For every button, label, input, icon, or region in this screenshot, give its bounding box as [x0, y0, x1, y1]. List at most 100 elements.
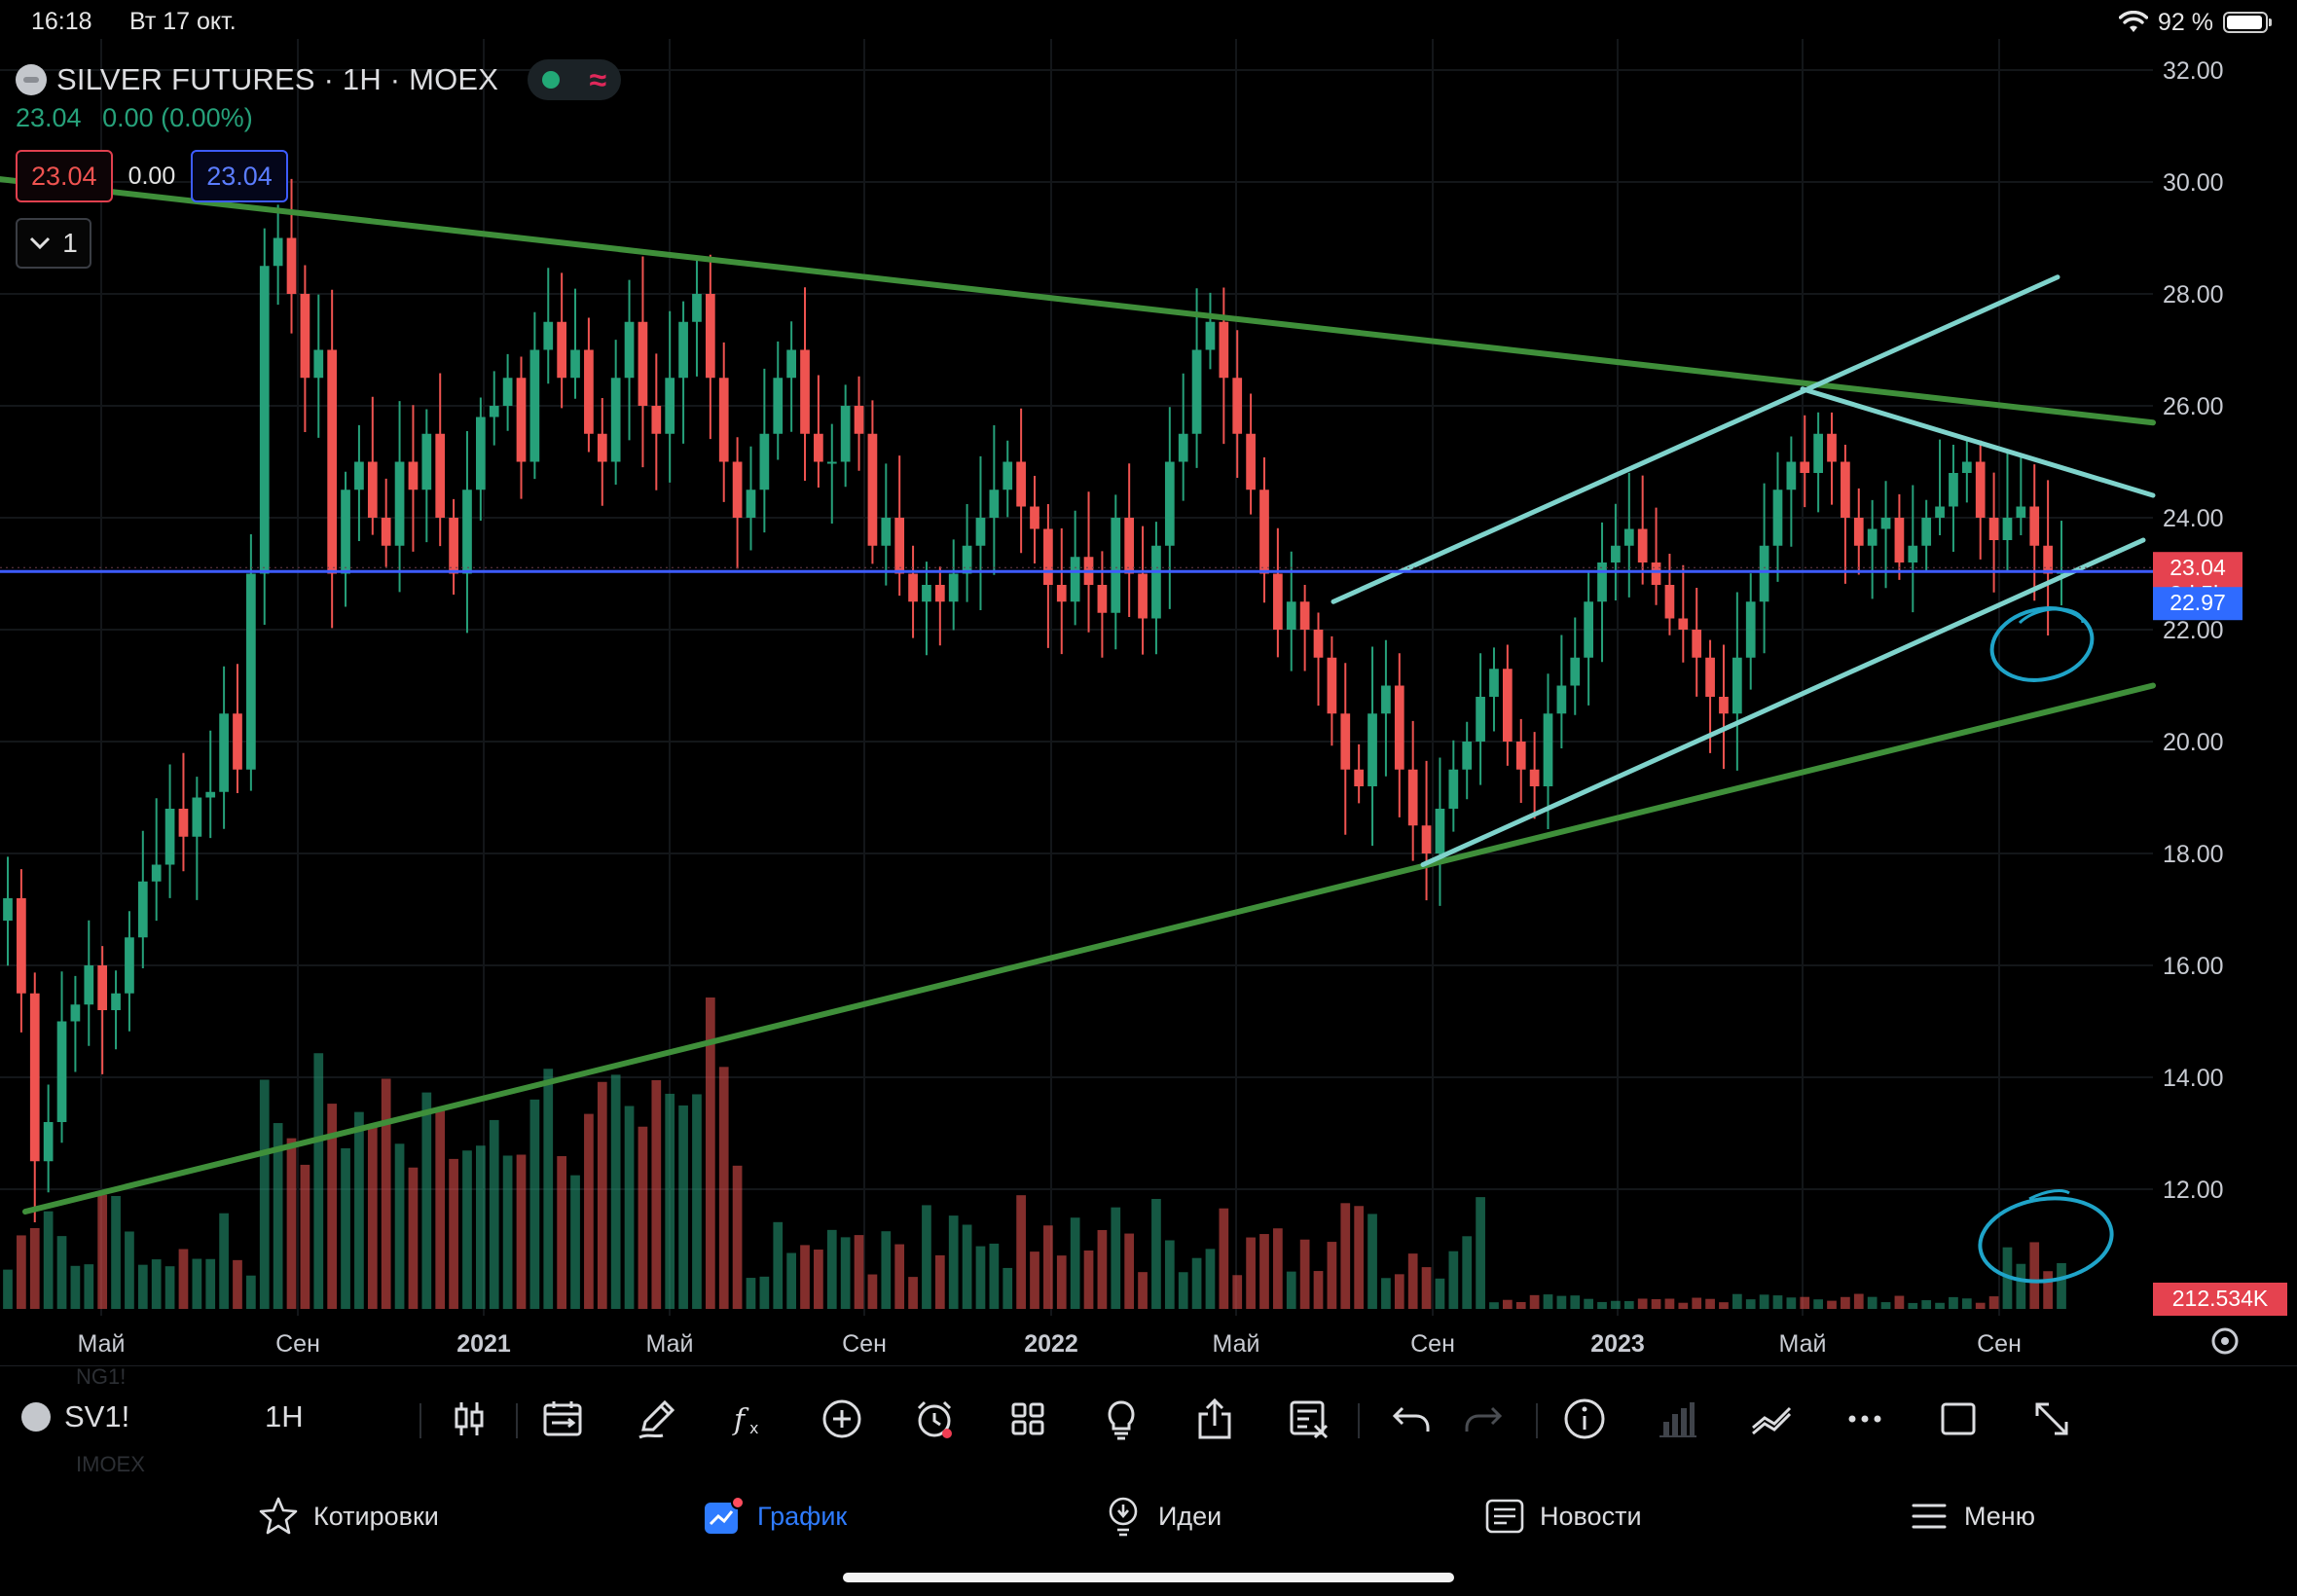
channel-lower-line [1420, 537, 2146, 867]
nav-quotes[interactable]: Котировки [257, 1495, 439, 1538]
candle [313, 349, 324, 379]
volume-bar [989, 1243, 1000, 1309]
volume-bar [70, 1265, 81, 1309]
candle [1246, 433, 1256, 490]
x-tick-label: Май [1213, 1330, 1260, 1358]
volume-bar [1772, 1295, 1783, 1309]
volume-bar [638, 1126, 648, 1309]
buy-button[interactable]: 23.04 [191, 150, 288, 202]
candle [462, 490, 472, 574]
candle [962, 545, 972, 574]
object-tree-icon[interactable] [1281, 1392, 1335, 1446]
candle [1178, 433, 1188, 462]
volume-bar [1651, 1299, 1661, 1309]
volume-bar [1705, 1298, 1715, 1309]
volume-bar [219, 1213, 229, 1309]
chevron-down-icon [30, 236, 51, 250]
candle [665, 378, 675, 434]
volume-bar [1111, 1207, 1121, 1309]
candle [800, 349, 810, 434]
candles-icon[interactable] [442, 1392, 496, 1446]
volume-bar [313, 1053, 324, 1309]
home-indicator[interactable] [843, 1573, 1454, 1582]
current-price-tag-text: 22.97 [2169, 590, 2226, 615]
toolbar-divider [1358, 1403, 1360, 1438]
trendline-tools-icon[interactable] [1744, 1392, 1799, 1446]
volume-bar [948, 1215, 959, 1309]
y-tick-label: 28.00 [2163, 281, 2224, 308]
candle [70, 1004, 81, 1022]
wifi-icon [2119, 11, 2149, 32]
alert-clock-icon[interactable] [907, 1392, 962, 1446]
nav-news[interactable]: Новости [1483, 1495, 1642, 1538]
compare-calendar-icon[interactable] [535, 1392, 590, 1446]
volume-bar [435, 1109, 446, 1309]
nav-menu[interactable]: Меню [1908, 1495, 2035, 1538]
volume-bar [192, 1258, 202, 1309]
nav-ideas-label: Идеи [1158, 1501, 1222, 1531]
candle [164, 809, 175, 865]
volume-bar [1611, 1300, 1621, 1309]
volume-bar [1030, 1251, 1039, 1309]
candle [1164, 461, 1175, 546]
volume-profile-icon[interactable] [1651, 1392, 1705, 1446]
info-icon[interactable] [1557, 1392, 1612, 1446]
annotation-stroke [2028, 1189, 2070, 1201]
crosshair-square-icon[interactable] [1931, 1392, 1986, 1446]
candle [1637, 528, 1648, 562]
volume-bar [354, 1111, 364, 1309]
candle [1651, 562, 1661, 585]
chart-area[interactable]: 32.00 30.00 28.00 26.00 24.00 22.00 20.00 18.00… [0, 0, 2297, 1362]
share-icon[interactable] [1187, 1392, 1242, 1446]
candle [286, 237, 297, 294]
fullscreen-icon[interactable] [2024, 1392, 2079, 1446]
redo-icon[interactable] [1456, 1392, 1511, 1446]
price-chart[interactable]: 32.00 30.00 28.00 26.00 24.00 22.00 20.00 18.00… [0, 0, 2297, 1362]
candle [881, 518, 892, 546]
current-price-tag [2153, 587, 2242, 621]
volume-bar [1151, 1198, 1161, 1309]
candle [1921, 518, 1932, 546]
candle [1515, 742, 1526, 770]
symbol-title[interactable]: SILVER FUTURES · 1H · MOEX [56, 62, 499, 96]
candle [1935, 506, 1945, 518]
candle [1813, 433, 1823, 473]
candle [1908, 545, 1918, 562]
volume-bar [840, 1237, 851, 1309]
y-tick-label: 20.00 [2163, 729, 2224, 756]
x-tick-label: 2023 [1590, 1330, 1645, 1358]
toolbar-divider [419, 1403, 421, 1438]
volume-bar [1502, 1299, 1513, 1309]
candle [1786, 461, 1797, 490]
candle [84, 965, 94, 1005]
sell-button[interactable]: 23.04 [16, 150, 113, 202]
volume-bar [273, 1123, 283, 1309]
candle [826, 461, 837, 464]
candle [922, 585, 931, 602]
drawing-pen-icon[interactable] [629, 1392, 683, 1446]
volume-bar [1841, 1296, 1850, 1309]
indicators-collapse-button[interactable]: 1 [16, 218, 91, 269]
candle [786, 349, 796, 379]
volume-bar [2057, 1262, 2066, 1309]
candle [908, 573, 918, 602]
candle [1772, 490, 1783, 546]
candle [1367, 713, 1377, 786]
legend-values: 23.04 0.00 (0.00%) [16, 103, 621, 138]
candle [421, 433, 432, 490]
undo-icon[interactable] [1384, 1392, 1439, 1446]
add-plus-icon[interactable] [815, 1392, 869, 1446]
symbol-selector[interactable]: SV1! [21, 1399, 129, 1434]
volume-bar [1246, 1237, 1256, 1309]
layouts-grid-icon[interactable] [1001, 1392, 1055, 1446]
more-icon[interactable] [1838, 1392, 1892, 1446]
market-status-pill[interactable]: ≈ [528, 59, 622, 100]
nav-ideas[interactable]: Идеи [1102, 1495, 1221, 1538]
ideas-lightbulb-icon[interactable] [1094, 1392, 1148, 1446]
symbol-logo-icon [21, 1402, 51, 1432]
nav-chart[interactable]: График [701, 1495, 847, 1538]
volume-bar [475, 1145, 486, 1309]
interval-selector[interactable]: 1H [265, 1399, 304, 1433]
volume-bar [233, 1259, 242, 1309]
